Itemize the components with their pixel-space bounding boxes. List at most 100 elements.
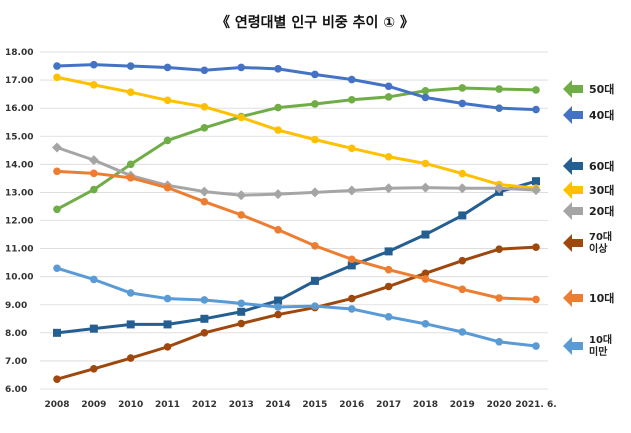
legend-label: 20대 — [589, 204, 614, 218]
y-tick-label: 14.00 — [5, 160, 33, 170]
data-point — [90, 169, 98, 178]
series-path — [56, 179, 537, 335]
chart-title: 《 연령대별 인구 비중 추이 ① 》 — [216, 14, 414, 31]
series-line — [53, 167, 540, 304]
data-point — [163, 294, 172, 303]
data-point — [458, 211, 467, 220]
data-point — [494, 183, 505, 194]
data-point — [384, 82, 393, 91]
data-point — [274, 225, 282, 234]
data-point — [347, 305, 356, 313]
legend-item: 10대 미만 — [563, 333, 612, 358]
data-point — [200, 197, 209, 206]
y-tick-label: 6.00 — [5, 385, 27, 395]
data-point — [457, 183, 468, 194]
x-tick-label: 2019 — [450, 400, 475, 410]
data-point — [532, 177, 540, 186]
legend-item: 20대 — [563, 202, 614, 220]
data-point — [237, 319, 246, 328]
data-point — [126, 160, 135, 169]
data-point — [126, 174, 135, 182]
data-point — [458, 328, 467, 336]
series-line — [52, 142, 541, 201]
series-line — [53, 243, 540, 383]
data-point — [532, 295, 540, 304]
series-path — [56, 86, 537, 211]
x-tick-label: 2016 — [339, 400, 364, 410]
series-path — [56, 245, 537, 381]
data-point — [273, 189, 284, 200]
x-tick-label: 2020 — [487, 400, 512, 410]
data-point — [421, 230, 430, 239]
y-tick-label: 10.00 — [5, 273, 33, 283]
x-tick-label: 2009 — [81, 400, 106, 410]
y-tick-label: 13.00 — [5, 188, 33, 198]
y-tick-label: 17.00 — [5, 76, 33, 86]
data-point — [420, 182, 431, 193]
y-tick-label: 12.00 — [5, 217, 33, 227]
data-point — [200, 124, 209, 132]
data-point — [90, 60, 98, 69]
legend-arrow-icon — [563, 181, 583, 199]
data-point — [53, 167, 61, 176]
data-point — [495, 245, 503, 253]
legend-arrow-icon — [563, 157, 583, 175]
series-path — [56, 63, 537, 112]
data-point — [384, 282, 393, 291]
data-point — [237, 63, 246, 72]
data-point — [346, 185, 357, 196]
x-tick-label: 2015 — [302, 400, 327, 410]
y-axis-ticks: 6.00 7.00 8.00 9.00 10.00 11.00 12.00 13.00 14.0… — [5, 48, 33, 395]
data-point — [421, 269, 430, 278]
data-point — [311, 302, 319, 310]
data-point — [421, 86, 430, 95]
x-tick-label: 2008 — [44, 400, 69, 410]
data-point — [458, 256, 467, 265]
data-point — [495, 104, 503, 112]
y-tick-label: 16.00 — [5, 104, 33, 114]
data-point — [53, 73, 61, 82]
data-point — [126, 62, 135, 70]
data-point — [236, 190, 247, 201]
data-point — [53, 264, 61, 273]
x-tick-label: 2018 — [413, 400, 438, 410]
data-point — [532, 342, 540, 350]
data-point — [90, 81, 98, 89]
x-tick-label: 2021. 6. — [515, 400, 556, 410]
data-point — [458, 169, 467, 178]
x-tick-label: 2012 — [192, 400, 217, 410]
data-point — [237, 113, 246, 122]
data-point — [163, 183, 172, 192]
data-point — [458, 84, 467, 92]
data-point — [52, 142, 62, 153]
legend-label: 50대 — [589, 82, 614, 96]
data-point — [53, 205, 61, 214]
data-point — [163, 343, 172, 351]
y-tick-label: 9.00 — [5, 301, 27, 311]
data-point — [200, 102, 209, 111]
data-point — [421, 159, 430, 168]
data-point — [347, 255, 356, 264]
gridlines — [40, 51, 548, 390]
data-point — [237, 211, 246, 219]
data-point — [532, 105, 540, 114]
data-point — [163, 320, 172, 329]
data-point — [310, 276, 319, 285]
data-point — [384, 313, 393, 321]
data-point — [126, 289, 135, 297]
data-point — [458, 99, 467, 108]
legend-item: 50대 — [563, 80, 614, 98]
x-tick-label: 2017 — [376, 400, 401, 410]
x-axis-ticks: 2008 2009 2010 2011 2012 2013 2014 2015 2016 2017… — [44, 400, 556, 410]
data-point — [163, 96, 172, 105]
legend-item: 60대 — [563, 157, 614, 175]
legend-arrow-icon — [563, 234, 583, 252]
legend-label: 70대 이상 — [589, 230, 612, 255]
data-point — [126, 320, 135, 329]
x-tick-label: 2011 — [155, 400, 180, 410]
data-point — [90, 275, 98, 284]
series-path — [56, 146, 537, 197]
legend-arrow-icon — [563, 106, 583, 124]
series-path — [56, 266, 537, 348]
